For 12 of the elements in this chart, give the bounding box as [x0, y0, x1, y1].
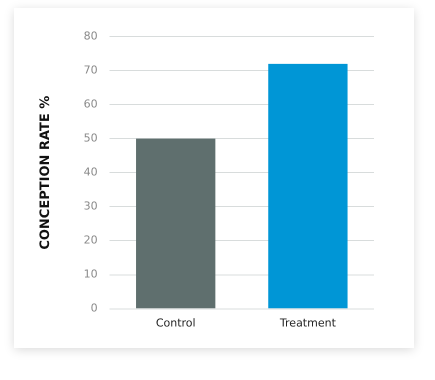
y-tick-label: 30 — [84, 200, 98, 213]
y-tick-label: 80 — [84, 29, 98, 42]
y-tick-label: 50 — [84, 132, 98, 145]
y-tick-label: 40 — [84, 166, 98, 179]
x-tick-label: Treatment — [278, 316, 337, 330]
y-axis-title: CONCEPTION RATE % — [38, 96, 54, 250]
y-tick-label: 0 — [90, 302, 98, 315]
y-tick-label: 60 — [84, 98, 98, 111]
x-tick-label: Control — [156, 316, 196, 330]
y-tick-label: 70 — [84, 63, 98, 76]
y-tick-label: 10 — [84, 268, 98, 281]
y-tick-label: 20 — [84, 234, 98, 247]
